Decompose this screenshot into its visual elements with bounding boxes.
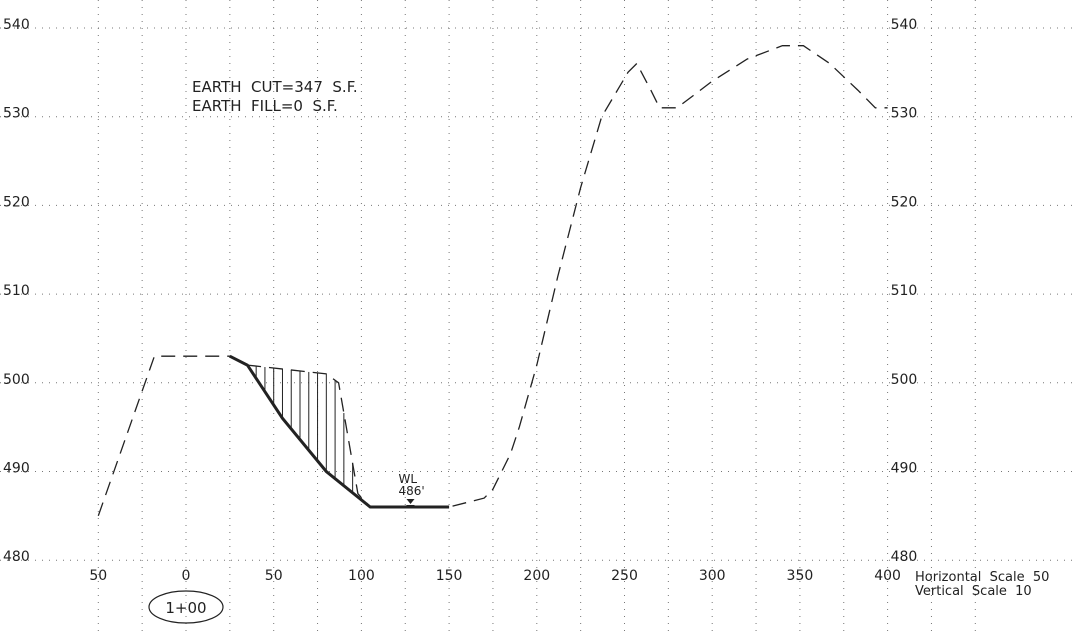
x-tick-label: 150 xyxy=(436,568,463,584)
y-tick-label-right: 540 xyxy=(891,17,918,33)
water-level-value: 486' xyxy=(399,484,425,498)
cut-hatch-region xyxy=(255,366,362,500)
horizontal-scale-label: Horizontal Scale 50 xyxy=(915,570,1049,585)
y-tick-label-right: 530 xyxy=(891,106,918,122)
station-ellipse xyxy=(148,590,224,624)
x-tick-label: 400 xyxy=(874,568,901,584)
x-tick-label: 100 xyxy=(348,568,375,584)
y-tick-label-left: 500 xyxy=(3,372,30,388)
earth-fill-label: EARTH FILL=0 S.F. xyxy=(192,97,338,115)
x-tick-label: 250 xyxy=(611,568,638,584)
x-tick-label: 0 xyxy=(182,568,191,584)
station-badge: 1+00 xyxy=(148,590,224,624)
x-tick-label: 50 xyxy=(89,568,107,584)
y-tick-label-right: 480 xyxy=(891,549,918,565)
station-label: 1+00 xyxy=(165,599,206,617)
y-tick-label-right: 500 xyxy=(891,372,918,388)
earth-cut-label: EARTH CUT=347 S.F. xyxy=(192,78,358,96)
vertical-scale-label: Vertical Scale 10 xyxy=(915,584,1032,599)
water-level-marker: WL 486' xyxy=(399,472,425,508)
y-tick-label-right: 520 xyxy=(891,194,918,210)
x-tick-label: 350 xyxy=(787,568,814,584)
series-lines xyxy=(97,45,888,517)
x-tick-label: 300 xyxy=(699,568,726,584)
water-level-triangle xyxy=(406,498,415,504)
y-tick-label-left: 520 xyxy=(3,194,30,210)
y-tick-label-left: 480 xyxy=(3,549,30,565)
excavation-line xyxy=(229,354,450,509)
y-tick-label-right: 510 xyxy=(891,283,918,299)
y-tick-label-right: 490 xyxy=(891,461,918,477)
y-tick-label-left: 530 xyxy=(3,106,30,122)
water-level-label: WL xyxy=(399,472,418,486)
y-tick-label-left: 510 xyxy=(3,283,30,299)
y-tick-label-left: 490 xyxy=(3,461,30,477)
x-tick-label: 50 xyxy=(265,568,283,584)
y-tick-label-left: 540 xyxy=(3,17,30,33)
water-level-icon xyxy=(406,498,415,508)
ground-profile-line xyxy=(97,45,888,517)
x-tick-label: 200 xyxy=(523,568,550,584)
